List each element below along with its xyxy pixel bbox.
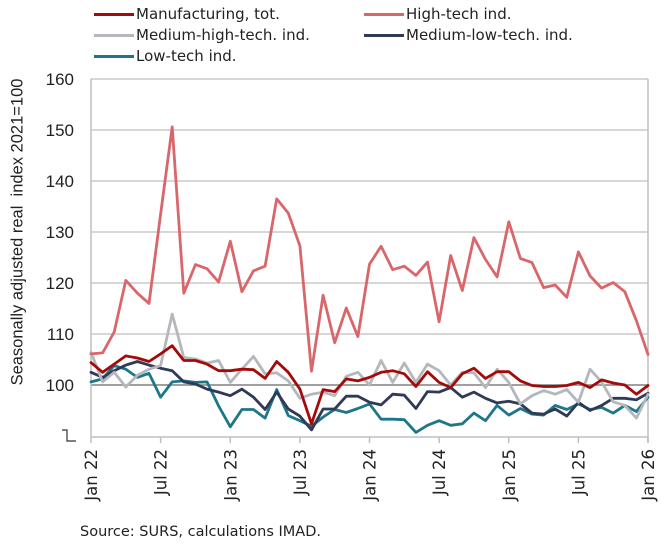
x-tick-label: Jul 25 [569, 449, 588, 496]
legend-item-manufacturing: Manufacturing, tot. [94, 4, 280, 24]
y-tick-labels: 100 110 120 130 140 150 160 [46, 70, 74, 395]
series-line-low-tech-ind [89, 364, 650, 434]
series-line-manufacturing-tot [89, 344, 650, 426]
y-axis-label: Seasonally adjusted real index 2021=100 [8, 78, 27, 386]
y-tick-label: 120 [46, 274, 74, 293]
legend-swatch [364, 33, 404, 37]
legend-swatch [94, 12, 134, 16]
legend-label: Low-tech ind. [136, 47, 237, 65]
legend-item-high-tech: High-tech ind. [364, 4, 511, 24]
legend-label: High-tech ind. [406, 5, 512, 23]
axis-break-symbol [62, 429, 76, 442]
legend-label: Medium-low-tech. ind. [406, 26, 573, 44]
x-tick-label: Jan 24 [361, 449, 380, 502]
legend-swatch [364, 12, 404, 16]
axis-break-mark [62, 429, 76, 442]
series-line-medium-high-tech-ind [89, 312, 650, 420]
y-tick-label: 150 [46, 121, 74, 140]
legend-swatch [94, 33, 134, 37]
legend-label: Medium-high-tech. ind. [136, 26, 310, 44]
legend-label: Manufacturing, tot. [136, 5, 280, 23]
y-tick-label: 140 [46, 172, 74, 191]
source-note: Source: SURS, calculations IMAD. [80, 524, 321, 540]
legend-swatch [94, 54, 134, 58]
y-tick-label: 100 [46, 376, 74, 395]
y-tick-label: 130 [46, 223, 74, 242]
x-tick-label: Jan 25 [500, 449, 519, 502]
y-tick-label: 160 [46, 70, 74, 89]
legend-item-medium-low-tech: Medium-low-tech. ind. [364, 25, 573, 45]
axes [90, 79, 649, 443]
x-tick-labels: Jan 22 Jul 22 Jan 23 Jul 23 Jan 24 Jul 24 Jan … [82, 437, 658, 502]
x-tick-label: Jul 24 [430, 449, 449, 496]
y-tick-label: 110 [47, 325, 74, 344]
series-line-high-tech-ind [89, 125, 650, 373]
x-tick-label: Jul 22 [152, 449, 171, 496]
x-tick-label: Jan 23 [221, 449, 240, 502]
x-tick-label: Jan 22 [82, 449, 101, 502]
series-lines [89, 125, 650, 434]
series-line-medium-low-tech-ind [89, 360, 650, 432]
legend-item-low-tech: Low-tech ind. [94, 46, 237, 66]
x-tick-label: Jan 26 [639, 449, 658, 502]
legend-item-medium-high-tech: Medium-high-tech. ind. [94, 25, 310, 45]
x-tick-label: Jul 23 [291, 449, 310, 496]
